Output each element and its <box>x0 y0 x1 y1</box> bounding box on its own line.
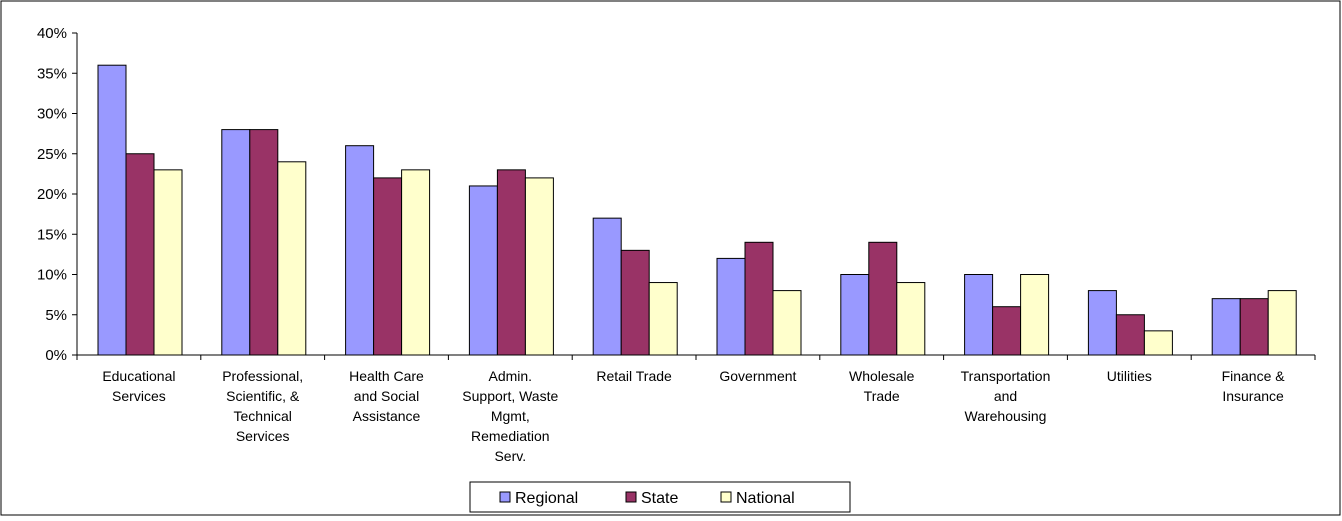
legend-swatch-regional <box>499 491 511 503</box>
x-category-label: Professional, Scientific, & Technical Servi… <box>222 368 303 444</box>
bar-regional <box>716 257 746 356</box>
legend-swatch-state <box>625 491 637 503</box>
bar-state <box>373 177 403 356</box>
y-tick-label: 20% <box>37 186 67 203</box>
x-category-label: Retail Trade <box>596 368 672 384</box>
x-axis: Educational Services Professional, Scientif… <box>76 354 1316 464</box>
bars <box>97 64 1297 356</box>
bar-national <box>896 282 926 356</box>
bar-national <box>277 161 307 356</box>
y-tick-label: 0% <box>45 347 67 364</box>
bar-regional <box>97 64 127 356</box>
legend-swatch-national <box>720 491 732 503</box>
bar-regional <box>964 274 994 356</box>
y-tick-label: 15% <box>37 226 67 243</box>
x-category-label: Admin. Support, Waste Mgmt, Remediation Serv… <box>462 368 558 464</box>
legend-label-regional: Regional <box>515 490 578 507</box>
bar-state <box>620 249 650 356</box>
x-category-label: Government <box>719 368 796 384</box>
x-category-label: Wholesale Trade <box>849 368 915 404</box>
bar-regional <box>1211 298 1241 356</box>
x-category-label: Educational Services <box>102 368 175 404</box>
bar-regional <box>1087 290 1117 356</box>
legend-label-state: State <box>641 490 678 507</box>
bar-national <box>1143 330 1173 356</box>
bar-state <box>496 169 526 356</box>
x-category-label: Health Care and Social Assistance <box>349 368 424 424</box>
bar-regional <box>840 274 870 356</box>
bar-national <box>1020 274 1050 356</box>
bar-national <box>524 177 554 356</box>
x-category-label: Transportation and Warehousing <box>961 368 1051 424</box>
bar-national <box>772 290 802 356</box>
y-tick-label: 40% <box>37 25 67 42</box>
bar-national <box>648 282 678 356</box>
bar-state <box>868 241 898 356</box>
legend-box <box>469 481 851 513</box>
bar-state <box>992 306 1022 356</box>
bar-state <box>249 129 279 356</box>
bar-national <box>401 169 431 356</box>
bar-state <box>744 241 774 356</box>
bar-regional <box>592 217 622 356</box>
bar-national <box>1267 290 1297 356</box>
bar-regional <box>468 185 498 356</box>
y-tick-label: 25% <box>37 146 67 163</box>
y-tick-label: 35% <box>37 65 67 82</box>
y-axis: 0% 5% 10% 15% 20% 25% 30% 35% 40% <box>37 25 78 364</box>
bar-regional <box>345 145 375 356</box>
bar-state <box>125 153 155 356</box>
bar-state <box>1115 314 1145 356</box>
x-category-label: Utilities <box>1107 368 1152 384</box>
bar-regional <box>221 129 251 356</box>
legend-label-national: National <box>736 490 795 507</box>
y-tick-label: 30% <box>37 106 67 123</box>
bar-national <box>153 169 183 356</box>
x-category-label: Finance & Insurance <box>1222 368 1286 404</box>
legend: Regional State National <box>469 481 851 513</box>
y-tick-label: 5% <box>45 307 67 324</box>
bar-state <box>1239 298 1269 356</box>
y-tick-label: 10% <box>37 267 67 284</box>
